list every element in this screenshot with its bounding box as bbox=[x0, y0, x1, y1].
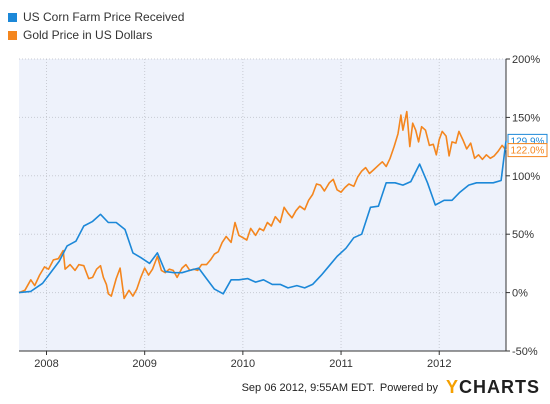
x-tick-label: 2008 bbox=[34, 358, 58, 370]
y-tick-label: 0% bbox=[512, 288, 528, 300]
legend-item-gold[interactable]: Gold Price in US Dollars bbox=[8, 26, 184, 44]
y-tick-label: 100% bbox=[512, 171, 540, 183]
chart-footer: Sep 06 2012, 9:55AM EDT. Powered by YCHA… bbox=[242, 377, 540, 398]
series-line-gold bbox=[18, 110, 507, 300]
x-tick-label: 2010 bbox=[231, 358, 255, 370]
x-tick-label: 2009 bbox=[132, 358, 156, 370]
corn-swatch bbox=[8, 12, 17, 22]
chart-legend: US Corn Farm Price Received Gold Price i… bbox=[8, 8, 184, 44]
y-tick-label: 50% bbox=[512, 229, 534, 241]
legend-item-corn[interactable]: US Corn Farm Price Received bbox=[8, 8, 184, 26]
end-value-label: 129.9% bbox=[511, 136, 545, 147]
powered-by-label: Powered by bbox=[379, 381, 438, 394]
x-tick-label: 2012 bbox=[427, 358, 451, 370]
end-value-box bbox=[507, 143, 548, 158]
timestamp: Sep 06 2012, 9:55AM EDT. bbox=[241, 381, 375, 394]
plot-area bbox=[19, 59, 506, 351]
y-tick-label: 150% bbox=[512, 112, 540, 124]
end-value-label: 122.0% bbox=[511, 146, 545, 157]
y-tick-label: 200% bbox=[512, 54, 540, 66]
y-tick-label: -50% bbox=[512, 346, 538, 358]
ycharts-logo-y: Y bbox=[445, 377, 459, 397]
legend-label-gold: Gold Price in US Dollars bbox=[23, 28, 153, 42]
x-tick-label: 2011 bbox=[329, 358, 353, 370]
ycharts-logo[interactable]: YCHARTS bbox=[446, 377, 540, 398]
legend-label-corn: US Corn Farm Price Received bbox=[23, 10, 185, 24]
gold-swatch bbox=[8, 30, 17, 40]
series-line-corn bbox=[18, 140, 507, 295]
ycharts-logo-text: CHARTS bbox=[459, 377, 540, 397]
